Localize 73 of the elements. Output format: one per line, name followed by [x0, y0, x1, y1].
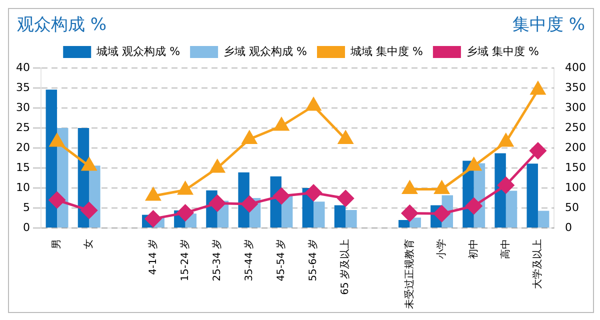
y2-tick-label: 100 — [565, 180, 586, 194]
bar — [506, 190, 518, 228]
point — [146, 188, 161, 201]
x-tick-label: 小学 — [435, 239, 448, 259]
y2-tick-label: 350 — [565, 80, 586, 94]
y-tick-label: 0 — [22, 220, 30, 234]
point — [530, 82, 546, 95]
point — [274, 118, 289, 131]
point — [434, 205, 450, 222]
point — [273, 188, 290, 204]
y-tick-label: 35 — [16, 80, 30, 94]
point — [338, 130, 353, 144]
x-tick-label: 初中 — [467, 239, 480, 259]
x-tick-label: 55-64 岁 — [307, 239, 320, 282]
y2-tick-label: 400 — [565, 60, 586, 74]
x-tick-label: 25-34 岁 — [210, 239, 223, 282]
y2-tick-label: 50 — [565, 200, 580, 214]
point — [305, 184, 322, 202]
y2-tick-label: 150 — [565, 160, 586, 174]
y-tick-label: 20 — [16, 140, 30, 154]
y-tick-label: 15 — [16, 160, 30, 174]
point — [242, 130, 257, 144]
x-tick-label: 15-24 岁 — [178, 239, 191, 282]
bar — [314, 202, 325, 228]
point — [498, 176, 514, 194]
y2-tick-label: 300 — [565, 100, 586, 114]
y2-tick-label: 0 — [565, 220, 572, 234]
x-tick-label: 35-44 岁 — [243, 239, 255, 282]
x-tick-label: 大学及以上 — [532, 239, 544, 289]
legend-label: 乡域 集中度 % — [466, 44, 539, 58]
bar — [398, 220, 410, 228]
point — [466, 158, 482, 171]
y-tick-label: 40 — [16, 60, 30, 74]
x-tick-label: 4-14 岁 — [146, 239, 159, 275]
bar — [526, 164, 538, 228]
point — [241, 196, 258, 212]
point — [401, 204, 418, 222]
bar — [334, 205, 346, 228]
bar — [410, 218, 421, 228]
legend-label: 乡域 观众构成 % — [224, 44, 308, 58]
x-tick-label: 高中 — [500, 239, 512, 259]
point — [144, 210, 162, 228]
point — [177, 204, 194, 222]
y-tick-label: 30 — [16, 100, 30, 114]
x-tick-label: 女 — [82, 239, 95, 249]
x-tick-label: 45-54 岁 — [275, 239, 288, 282]
point — [82, 158, 96, 171]
x-tick-label: 男 — [52, 239, 63, 249]
point — [48, 192, 66, 208]
legend-label: 城域 观众构成 % — [96, 44, 180, 58]
point — [210, 160, 225, 173]
point — [80, 202, 98, 219]
x-tick-label: 未受过正规教育 — [403, 239, 416, 309]
y-axis-title: 观众构成 % — [17, 14, 107, 36]
point — [402, 180, 418, 194]
y-tick-label: 10 — [16, 180, 30, 194]
point — [306, 98, 321, 111]
point — [178, 182, 193, 195]
bar — [346, 210, 357, 228]
y-tick-label: 5 — [22, 200, 30, 214]
legend-label: 城域 集中度 % — [350, 44, 423, 58]
y2-tick-label: 250 — [565, 120, 586, 134]
point — [434, 180, 450, 194]
y-tick-label: 25 — [16, 120, 30, 134]
point — [498, 134, 514, 147]
point — [50, 134, 64, 147]
bar — [538, 210, 550, 228]
point — [337, 190, 354, 207]
x-tick-label: 65 岁及以上 — [339, 239, 352, 295]
y2-axis-title: 集中度 % — [512, 14, 585, 36]
point — [209, 194, 226, 212]
y2-tick-label: 200 — [565, 140, 586, 154]
point — [466, 198, 482, 214]
